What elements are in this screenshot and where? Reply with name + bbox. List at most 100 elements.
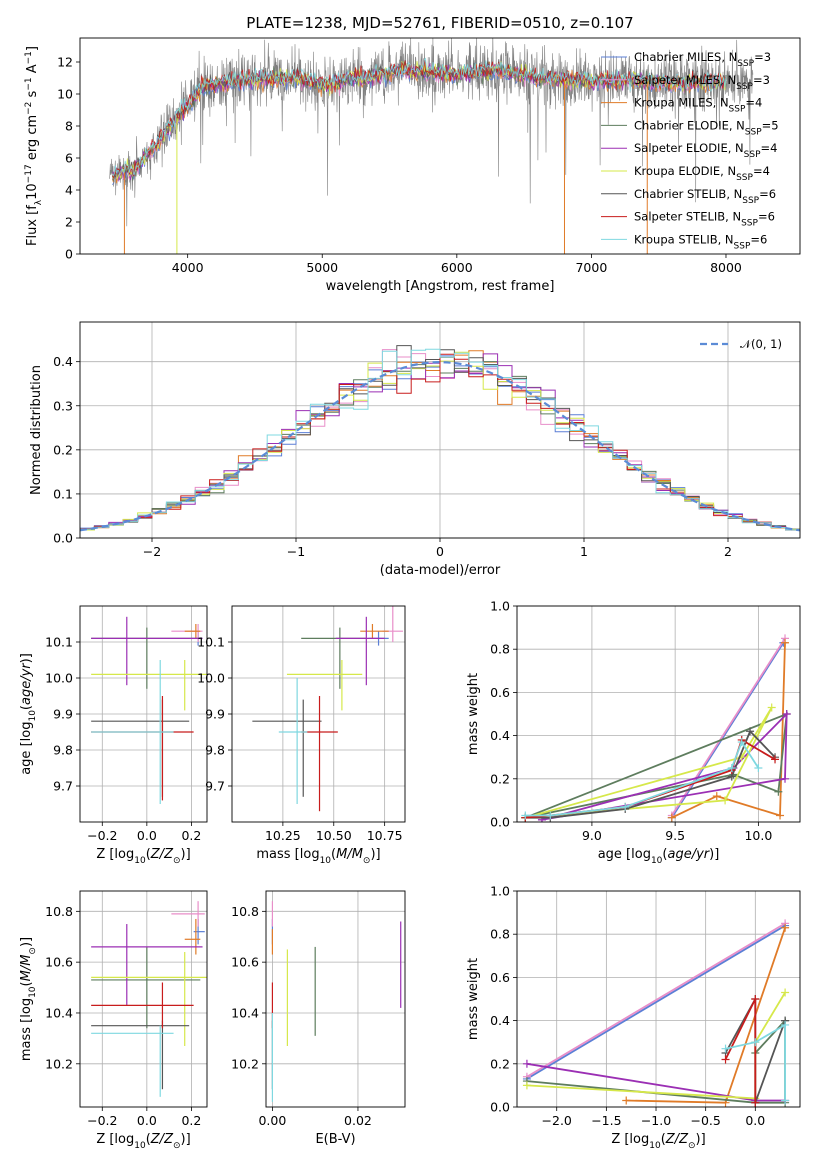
mass-weight-line — [526, 924, 786, 1080]
y-tick-label: 0.4 — [490, 1013, 510, 1028]
plot-area-age-vs-Z — [91, 616, 207, 804]
x-tick-label: −0.5 — [690, 1113, 720, 1128]
label-fragment: SSP — [744, 150, 761, 160]
legend-label: Salpeter STELIB, NSSP=6 — [634, 210, 775, 229]
label-fragment: 𝒩 — [740, 337, 754, 351]
label-fragment: =4 — [745, 96, 762, 110]
y-tick-label: 10.4 — [45, 1005, 73, 1020]
x-tick-label: 6000 — [441, 260, 473, 275]
y-tick-label: 0.2 — [490, 771, 510, 786]
mass-weight-marker — [621, 802, 630, 811]
x-axis-label: mass [log10(M/M⊙)] — [256, 847, 380, 866]
legend-label: 𝒩(0, 1) — [740, 337, 782, 351]
plot-area-weight-vs-Z — [522, 919, 790, 1107]
label-fragment: Z/Z — [665, 1132, 689, 1147]
plot-area-mass-vs-Z — [91, 901, 207, 1097]
panel-residuals: −2 −1 0 1 2 0.0 0.1 0.2 0.3 0.4 (data-model)/error… — [29, 321, 801, 578]
x-tick-label: 10.25 — [265, 828, 301, 843]
x-tick-label: −0.2 — [87, 1113, 117, 1128]
figure-title: PLATE=1238, MJD=52761, FIBERID=0510, z=0… — [246, 14, 633, 32]
label-fragment: SSP — [742, 196, 759, 206]
y-tick-label: 10.0 — [45, 671, 73, 686]
mass-weight-marker — [751, 1038, 760, 1047]
label-fragment: 10 — [320, 856, 332, 866]
model-spectrum-line — [112, 60, 727, 181]
label-fragment: ( — [331, 847, 336, 862]
label-fragment: Kroupa ELODIE, N — [634, 164, 736, 178]
y-tick-label: 0.0 — [490, 815, 510, 830]
label-fragment: 10 — [28, 710, 38, 722]
x-tick-label: −1 — [287, 544, 305, 559]
panel-spectrum: 4000 5000 6000 7000 8000 0 2 4 6 8 10 12 wavelength … — [24, 37, 801, 294]
label-fragment: Z [log — [96, 847, 134, 862]
y-tick-label: 12 — [57, 55, 73, 70]
mass-weight-marker — [751, 995, 760, 1003]
mass-weight-marker — [767, 703, 776, 712]
label-fragment: −2 — [24, 102, 34, 115]
y-tick-label: 0.4 — [53, 354, 73, 369]
x-axis-label: E(B-V) — [315, 1132, 355, 1147]
mass-weight-marker — [546, 811, 555, 820]
label-fragment: s — [25, 90, 40, 101]
plot-area-age-vs-mass — [252, 606, 403, 812]
legend-label: Kroupa MILES, NSSP=4 — [634, 96, 762, 115]
mass-weight-marker — [781, 638, 790, 647]
y-tick-label: 1.0 — [490, 599, 510, 614]
mass-weight-marker — [521, 811, 530, 820]
legend-label: Chabrier ELODIE, NSSP=5 — [634, 118, 779, 137]
x-tick-label: 1 — [580, 544, 588, 559]
label-fragment: )] — [19, 937, 34, 947]
mass-weight-line — [525, 740, 760, 817]
y-tick-label: 10.4 — [231, 1005, 259, 1020]
y-tick-label: 9.7 — [53, 779, 73, 794]
label-fragment: 10 — [25, 183, 40, 200]
y-tick-label: 0.2 — [53, 442, 73, 457]
x-tick-label: 10.50 — [316, 828, 352, 843]
x-tick-label: 0.00 — [258, 1113, 286, 1128]
label-fragment: Flux [f — [25, 205, 40, 246]
label-fragment: Kroupa MILES, N — [634, 96, 729, 110]
model-spectrum-line — [111, 57, 727, 177]
x-tick-label: −0.2 — [87, 828, 117, 843]
x-tick-label: 0.2 — [181, 828, 201, 843]
mass-weight-marker — [721, 1055, 730, 1064]
legend-label: Salpeter ELODIE, NSSP=4 — [634, 141, 777, 160]
mass-weight-marker — [746, 727, 755, 736]
y-tick-label: 0.8 — [490, 927, 510, 942]
y-axis-label: mass weight — [466, 673, 481, 755]
y-tick-label: 10.6 — [45, 955, 73, 970]
mass-weight-line — [671, 642, 785, 819]
panel-weight-vs-Z: −2.0 −1.5 −1.0 −0.5 0.0 0.0 0.2 0.4 0.6 0.8 1.0 Z [… — [466, 884, 801, 1151]
label-fragment: ( — [662, 847, 667, 862]
x-tick-label: 0.0 — [745, 1113, 765, 1128]
label-fragment: )] — [709, 847, 719, 862]
y-tick-label: 0 — [65, 247, 73, 262]
label-fragment: ⊙ — [173, 856, 181, 866]
mass-weight-marker — [737, 738, 746, 747]
label-fragment: Z/Z — [150, 847, 174, 862]
label-fragment: mass [log — [256, 847, 319, 862]
y-axis-label: mass [log10(M/M⊙)] — [19, 937, 38, 1061]
y-tick-label: 0.2 — [490, 1056, 510, 1071]
mass-weight-line — [725, 1023, 786, 1101]
y-tick-label: 10.6 — [231, 955, 259, 970]
panel-weight-vs-age: 9.0 9.5 10.0 0.0 0.2 0.4 0.6 0.8 1.0 age [log10(a… — [466, 599, 801, 866]
legend-label: Chabrier STELIB, NSSP=6 — [634, 187, 776, 206]
label-fragment: SSP — [734, 241, 751, 251]
x-tick-label: 2 — [724, 544, 732, 559]
x-tick-label: 10.75 — [367, 828, 403, 843]
y-tick-label: 0.4 — [490, 728, 510, 743]
normal-pdf-curve — [80, 360, 800, 532]
panel-age-vs-mass: 10.25 10.50 10.75 9.7 9.8 9.9 10.0 10.1 mass [lo… — [197, 605, 406, 866]
mass-weight-marker — [781, 1020, 790, 1029]
y-tick-label: 10.8 — [45, 904, 73, 919]
x-tick-label: 4000 — [172, 260, 204, 275]
axes-frame — [516, 605, 801, 823]
x-tick-label: 0.0 — [137, 828, 157, 843]
axes-frame — [265, 890, 406, 1108]
label-fragment: 10 — [134, 856, 146, 866]
label-fragment: Z [log — [611, 1132, 649, 1147]
mass-weight-marker — [754, 764, 763, 772]
y-tick-label: 10.1 — [45, 635, 73, 650]
label-fragment: =4 — [761, 141, 778, 155]
